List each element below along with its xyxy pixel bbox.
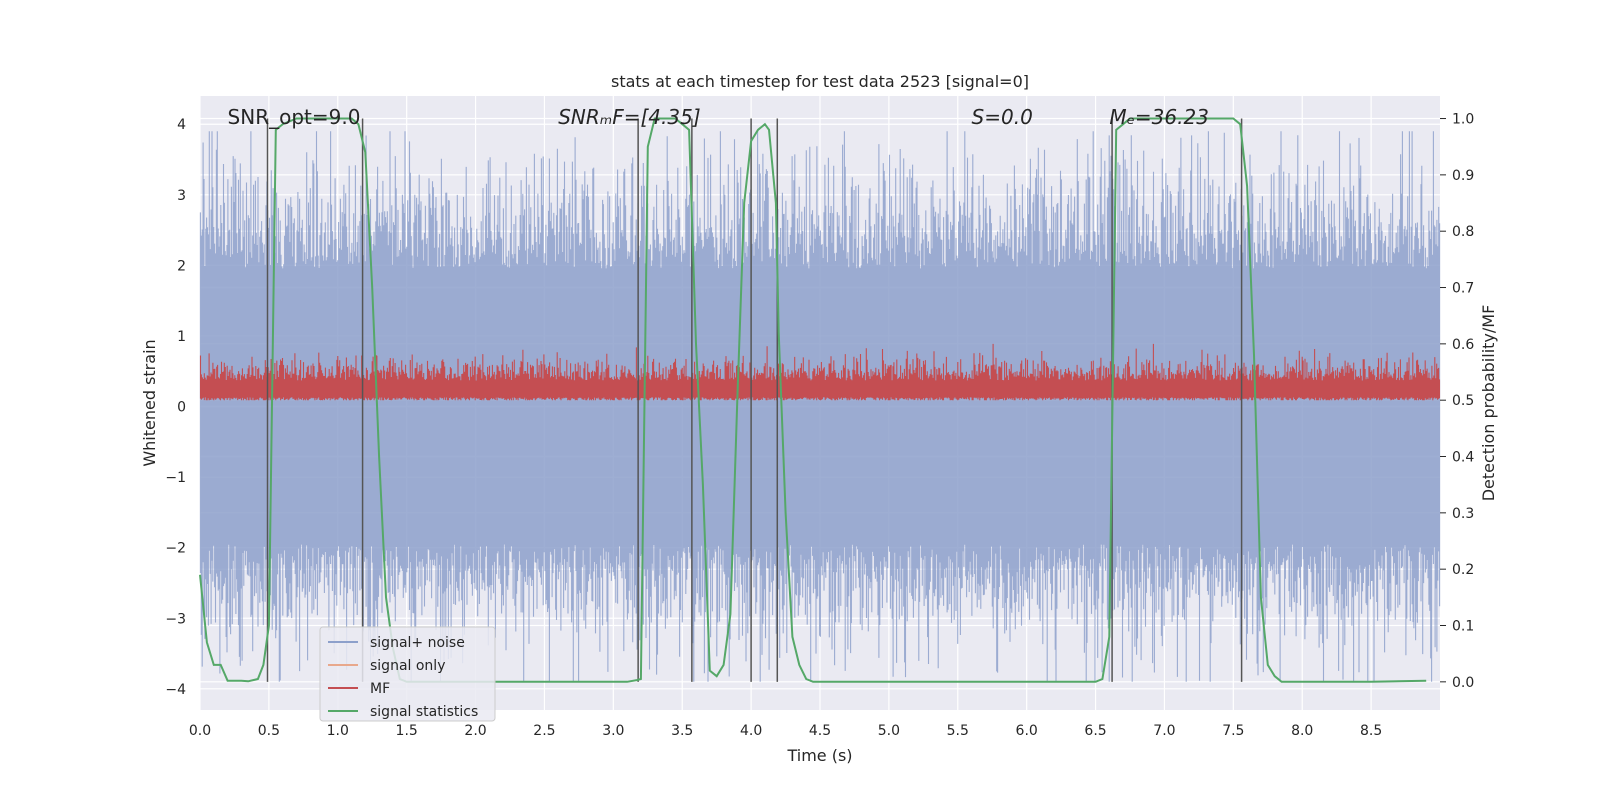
x-axis: 0.0 0.5 1.0 1.5 2.0 2.5 3.0 3.5 4.0 4.5 5.0 5.5 6.0 6… bbox=[189, 723, 1382, 739]
y-tick-label: 1 bbox=[177, 329, 186, 345]
annotation-2: SNRₘF=[4.35] bbox=[558, 105, 700, 129]
x-tick-label: 8.0 bbox=[1291, 723, 1313, 739]
annotation-1: SNR_opt=9.0 bbox=[228, 105, 361, 129]
legend-label: signal statistics bbox=[370, 704, 478, 720]
legend-label: signal only bbox=[370, 658, 445, 674]
y-tick-label: −2 bbox=[165, 541, 186, 557]
y-tick-label-right: 0.6 bbox=[1452, 337, 1474, 353]
y-tick-label-right: 0.2 bbox=[1452, 562, 1474, 578]
y-axis-right: 0.0 0.1 0.2 0.3 0.4 0.5 0.6 0.7 0.8 0.9 1.0 bbox=[1440, 112, 1474, 691]
y-tick-label: 3 bbox=[177, 188, 186, 204]
legend-label: signal+ noise bbox=[370, 635, 465, 651]
x-tick-label: 8.5 bbox=[1360, 723, 1382, 739]
y-tick-label: 2 bbox=[177, 258, 186, 274]
annotations: SNR_opt=9.0 SNRₘF=[4.35] S=0.0 Mₑ=36.23 bbox=[228, 105, 1209, 129]
x-tick-label: 2.5 bbox=[533, 723, 555, 739]
x-tick-label: 5.5 bbox=[947, 723, 969, 739]
y-tick-label-right: 0.5 bbox=[1452, 393, 1474, 409]
y-tick-label: −4 bbox=[165, 682, 186, 698]
y-tick-label-right: 0.3 bbox=[1452, 506, 1474, 522]
x-tick-label: 2.0 bbox=[464, 723, 486, 739]
y-tick-label-right: 0.7 bbox=[1452, 281, 1474, 297]
x-tick-label: 4.5 bbox=[809, 723, 831, 739]
x-tick-label: 3.5 bbox=[671, 723, 693, 739]
x-tick-label: 7.5 bbox=[1222, 723, 1244, 739]
annotation-3: S=0.0 bbox=[972, 105, 1033, 129]
y-tick-label: 0 bbox=[177, 400, 186, 416]
x-tick-label: 0.0 bbox=[189, 723, 211, 739]
y-tick-label-right: 0.0 bbox=[1452, 675, 1474, 691]
x-tick-label: 5.0 bbox=[878, 723, 900, 739]
series-signal-statistics-line bbox=[199, 117, 1427, 683]
x-tick-label: 3.0 bbox=[602, 723, 624, 739]
x-tick-label: 4.0 bbox=[740, 723, 762, 739]
x-tick-label: 6.5 bbox=[1084, 723, 1106, 739]
legend: signal+ noise signal only MF signal statist… bbox=[319, 626, 496, 722]
y-tick-label-right: 0.8 bbox=[1452, 224, 1474, 240]
y-tick-label-right: 1.0 bbox=[1452, 112, 1474, 128]
y-tick-label: −1 bbox=[165, 470, 186, 486]
x-axis-label: Time (s) bbox=[786, 746, 852, 765]
legend-label: MF bbox=[370, 681, 390, 697]
y-tick-label-right: 0.4 bbox=[1452, 450, 1474, 466]
y-axis-left: −4 −3 −2 −1 0 1 2 3 4 bbox=[165, 117, 186, 698]
y-tick-label-right: 0.1 bbox=[1452, 619, 1474, 635]
x-tick-label: 6.0 bbox=[1016, 723, 1038, 739]
x-tick-label: 1.0 bbox=[327, 723, 349, 739]
annotation-4: Mₑ=36.23 bbox=[1109, 105, 1209, 129]
y-axis-label-right: Detection probability/MF bbox=[1479, 305, 1498, 502]
x-tick-label: 0.5 bbox=[258, 723, 280, 739]
chart-title: stats at each timestep for test data 252… bbox=[611, 72, 1029, 91]
x-tick-label: 1.5 bbox=[396, 723, 418, 739]
y-axis-label: Whitened strain bbox=[140, 339, 159, 466]
x-tick-label: 7.0 bbox=[1153, 723, 1175, 739]
y-tick-label: 4 bbox=[177, 117, 186, 133]
y-tick-label: −3 bbox=[165, 611, 186, 627]
y-tick-label-right: 0.9 bbox=[1452, 168, 1474, 184]
legend-box bbox=[319, 626, 496, 722]
